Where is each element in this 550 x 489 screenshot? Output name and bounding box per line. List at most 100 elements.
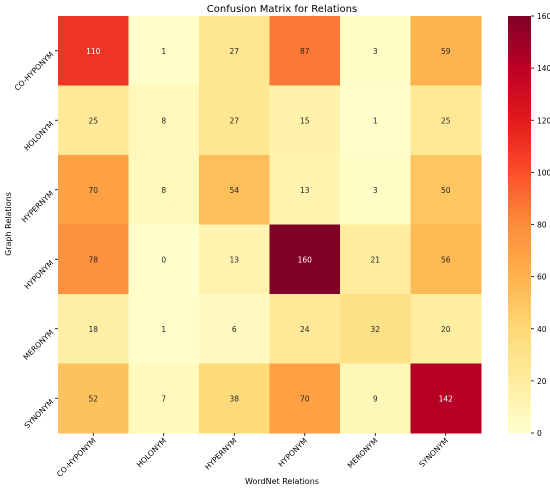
heatmap-cells: [58, 16, 482, 434]
chart-title: Confusion Matrix for Relations: [207, 4, 357, 15]
x-tick-label: MERONYM: [346, 436, 380, 470]
heatmap-cell: [340, 363, 411, 434]
heatmap-cell: [128, 224, 200, 295]
cell-value-label: 70: [88, 186, 98, 195]
heatmap-cell: [410, 363, 482, 434]
heatmap-cell: [340, 16, 411, 86]
cell-value-label: 27: [229, 116, 239, 125]
heatmap-cell: [410, 224, 482, 295]
cell-value-label: 25: [441, 116, 451, 125]
cell-value-label: 50: [441, 186, 451, 195]
heatmap-cell: [410, 155, 482, 225]
colorbar-tick-label: 80: [537, 221, 547, 230]
y-axis-ticks: CO-HYPONYM HOLONYM HYPERNYM HYPONYM MERONYM S…: [13, 50, 58, 430]
cell-value-label: 25: [88, 116, 98, 125]
cell-value-label: 142: [439, 394, 454, 403]
x-tick-label: HYPONYM: [276, 436, 309, 469]
heatmap-cell: [58, 16, 129, 86]
colorbar-tick-label: 0: [537, 429, 542, 438]
cell-value-label: 1: [161, 325, 166, 334]
y-tick-label: SYNONYM: [23, 397, 56, 430]
heatmap-cell: [340, 85, 411, 156]
cell-value-label: 13: [300, 186, 310, 195]
cell-value-label: 78: [88, 255, 98, 264]
y-tick-label: CO-HYPONYM: [13, 50, 56, 93]
heatmap-cell: [128, 16, 200, 86]
heatmap-cell: [199, 224, 270, 295]
heatmap-cell: [128, 294, 200, 364]
colorbar: [508, 16, 531, 433]
heatmap-cell: [58, 363, 129, 434]
y-tick-label: HYPONYM: [23, 258, 56, 291]
x-tick-label: HOLONYM: [135, 436, 168, 469]
cell-value-label: 7: [161, 394, 166, 403]
cell-value-label: 38: [229, 394, 239, 403]
x-tick-label: SYNONYM: [417, 436, 450, 469]
cell-value-label: 87: [300, 47, 310, 56]
cell-value-label: 160: [298, 255, 313, 264]
cell-value-label: 52: [88, 394, 98, 403]
heatmap-cell: [269, 363, 341, 434]
y-axis-label: Graph Relations: [4, 192, 13, 256]
colorbar-tick-label: 40: [537, 325, 547, 334]
y-tick-label: HYPERNYM: [20, 189, 56, 225]
cell-value-label: 70: [300, 394, 310, 403]
colorbar-tick-label: 120: [537, 116, 550, 125]
heatmap-cell: [340, 224, 411, 295]
heatmap-cell: [410, 294, 482, 364]
heatmap-cell: [269, 224, 341, 295]
cell-value-label: 15: [300, 116, 310, 125]
heatmap-cell: [199, 363, 270, 434]
heatmap-cell-labels: 110 1 27 87 3 59 25 8 27 15 1 25 70 8 54 13 3 50 78 0 13 160 2…: [86, 47, 453, 404]
heatmap-cell: [340, 294, 411, 364]
x-axis-ticks: CO-HYPONYM HOLONYM HYPERNYM HYPONYM MERONYM S…: [55, 433, 450, 479]
cell-value-label: 9: [373, 394, 378, 403]
cell-value-label: 32: [370, 325, 380, 334]
heatmap-cell: [410, 16, 482, 86]
heatmap-cell: [199, 16, 270, 86]
cell-value-label: 1: [373, 116, 378, 125]
heatmap-cell: [128, 85, 200, 156]
cell-value-label: 3: [373, 186, 378, 195]
heatmap-cell: [269, 85, 341, 156]
heatmap-cell: [410, 85, 482, 156]
heatmap-cell: [58, 294, 129, 364]
cell-value-label: 8: [161, 116, 166, 125]
heatmap-cell: [128, 363, 200, 434]
heatmap-cell: [199, 85, 270, 156]
cell-value-label: 1: [161, 47, 166, 56]
cell-value-label: 21: [370, 255, 380, 264]
colorbar-ticks: 0 20 40 60 80 100 120 140 160: [531, 12, 550, 438]
cell-value-label: 24: [300, 325, 310, 334]
cell-value-label: 56: [441, 255, 451, 264]
heatmap-cell: [269, 16, 341, 86]
heatmap-cell: [58, 155, 129, 225]
cell-value-label: 0: [161, 255, 166, 264]
heatmap-cell: [58, 85, 129, 156]
cell-value-label: 59: [441, 47, 451, 56]
cell-value-label: 54: [229, 186, 239, 195]
cell-value-label: 20: [441, 325, 451, 334]
x-tick-label: HYPERNYM: [203, 436, 239, 472]
heatmap-cell: [199, 155, 270, 225]
heatmap-cell: [340, 155, 411, 225]
cell-value-label: 13: [229, 255, 239, 264]
colorbar-tick-label: 160: [537, 12, 550, 21]
heatmap-cell: [128, 155, 200, 225]
x-tick-label: CO-HYPONYM: [55, 436, 98, 479]
heatmap-cell: [269, 294, 341, 364]
cell-value-label: 3: [373, 47, 378, 56]
cell-value-label: 27: [229, 47, 239, 56]
colorbar-tick-label: 100: [537, 168, 550, 177]
y-tick-label: MERONYM: [21, 328, 55, 362]
heatmap-cell: [58, 224, 129, 295]
colorbar-tick-label: 60: [537, 273, 547, 282]
heatmap-cell: [269, 155, 341, 225]
cell-value-label: 6: [232, 325, 237, 334]
cell-value-label: 18: [88, 325, 98, 334]
x-axis-label: WordNet Relations: [245, 477, 319, 486]
cell-value-label: 110: [86, 47, 101, 56]
colorbar-tick-label: 140: [537, 64, 550, 73]
colorbar-tick-label: 20: [537, 377, 547, 386]
